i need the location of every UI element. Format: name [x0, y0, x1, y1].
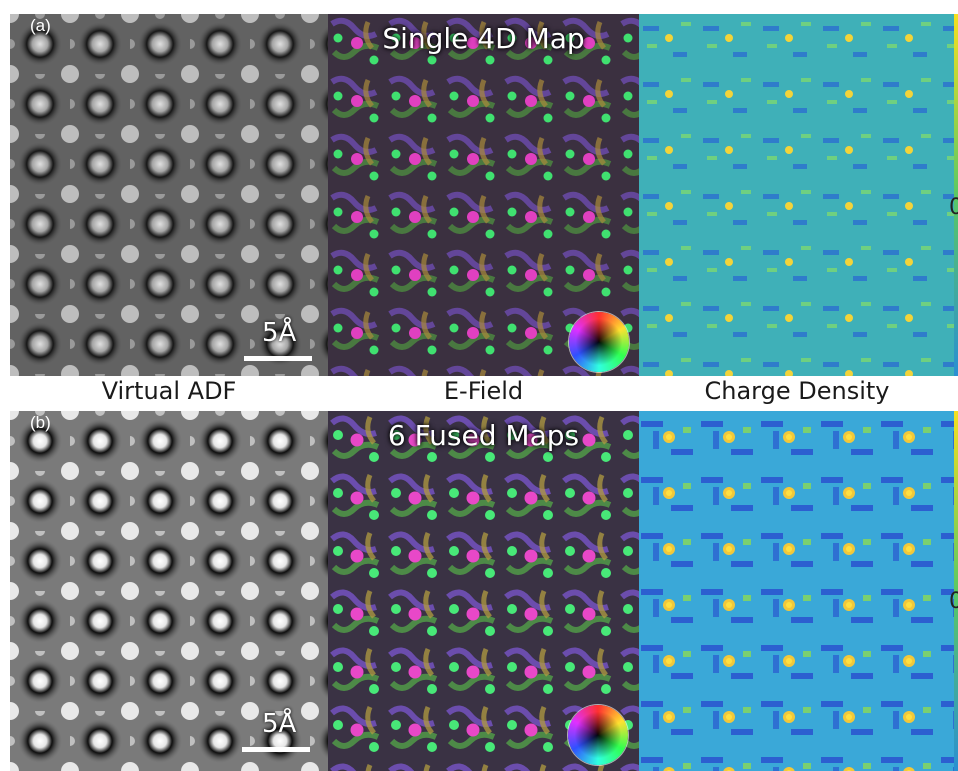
efield-title-a: Single 4D Map [382, 22, 585, 55]
charge-density-image-b [639, 411, 955, 771]
virtual-adf-panel-a: (a) 5Å [10, 14, 328, 376]
charge-density-image-a [639, 14, 955, 376]
colorbar-tick-a: 0 [949, 195, 958, 220]
panel-tag-a: (a) [30, 16, 51, 35]
scale-bar-b [242, 747, 310, 752]
efield-title-b: 6 Fused Maps [387, 419, 580, 452]
charge-density-panel-b [639, 411, 955, 771]
colorbar-tick-b: 0 [949, 589, 958, 614]
scale-label-b: 5Å [262, 709, 297, 739]
caption-row: Virtual ADF E-Field Charge Density [0, 377, 958, 411]
color-wheel-legend-b [568, 705, 628, 765]
caption-charge-density: Charge Density [704, 377, 890, 405]
efield-panel-a: Single 4D Map [328, 14, 639, 376]
color-wheel-legend-a [569, 312, 629, 372]
scale-label-a: 5Å [262, 318, 297, 348]
charge-density-panel-a [639, 14, 955, 376]
row-b: (b) 5Å 6 Fused Maps [0, 411, 958, 771]
caption-virtual-adf: Virtual ADF [101, 377, 237, 405]
row-a: (a) 5Å Single 4D Map [0, 14, 958, 376]
colorbar-b [954, 411, 958, 771]
efield-panel-b: 6 Fused Maps [328, 411, 639, 771]
panel-tag-b: (b) [30, 413, 51, 432]
caption-e-field: E-Field [443, 377, 524, 405]
colorbar-a [954, 14, 958, 376]
scale-bar-a [244, 356, 312, 361]
virtual-adf-image-a [10, 14, 328, 376]
virtual-adf-image-b [10, 411, 328, 771]
virtual-adf-panel-b: (b) 5Å [10, 411, 328, 771]
